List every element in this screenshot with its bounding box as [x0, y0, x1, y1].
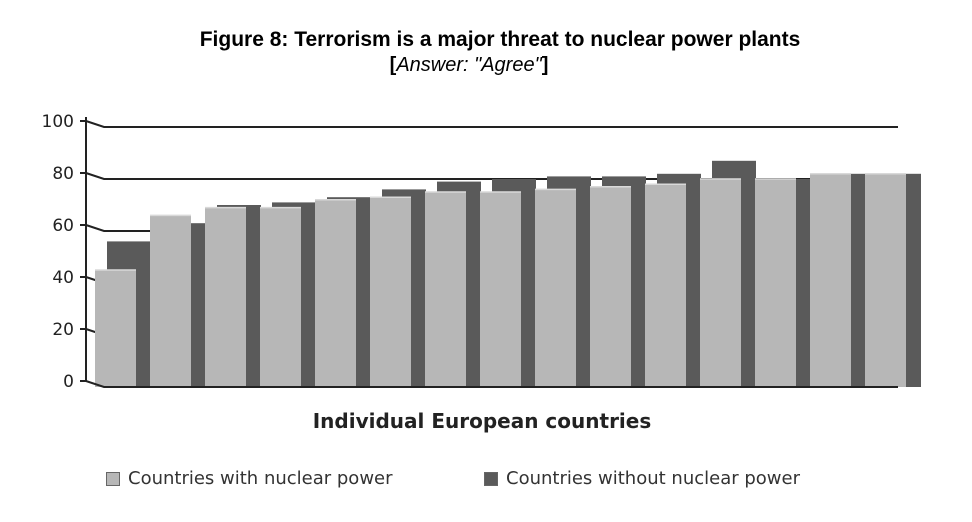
- bar-chart: 0 20 40 60 80 100 Individual European countri…: [42, 112, 921, 433]
- legend-item-with-nuclear: Countries with nuclear power: [106, 468, 393, 489]
- legend: Countries with nuclear power Countries w…: [0, 468, 972, 494]
- bar-with-nuclear-14: [810, 173, 851, 387]
- bar-group-9: [535, 176, 591, 387]
- subtitle-close-bracket: ]: [541, 54, 549, 76]
- bar-with-nuclear-4: [260, 207, 301, 387]
- y-tick-label-0: 0: [63, 372, 74, 392]
- y-tick-label-20: 20: [52, 320, 74, 340]
- x-axis-label: Individual European countries: [313, 409, 652, 433]
- subtitle-open-bracket: [: [389, 54, 397, 76]
- bar-group-3: [205, 205, 261, 387]
- bar-group-1: [95, 241, 151, 387]
- y-tick-label-60: 60: [52, 216, 74, 236]
- bar-group-4: [260, 202, 316, 387]
- y-tick-label-40: 40: [52, 268, 74, 288]
- bar-with-nuclear-9: [535, 189, 576, 387]
- y-tick-label-100: 100: [42, 112, 74, 132]
- bar-group-13: [755, 178, 811, 387]
- legend-swatch-with-nuclear: [106, 471, 120, 486]
- legend-swatch-without-nuclear: [484, 471, 498, 486]
- bar-with-nuclear-8: [480, 192, 521, 387]
- bar-with-nuclear-2: [150, 215, 191, 387]
- bar-with-nuclear-1: [95, 270, 136, 387]
- legend-label-without-nuclear: Countries without nuclear power: [506, 468, 800, 489]
- chart-subtitle: [Answer: "Agree"]: [0, 54, 938, 77]
- gridline-80: [85, 172, 898, 180]
- gridline-100: [85, 120, 898, 128]
- x-axis-line: [85, 380, 898, 388]
- bar-with-nuclear-13: [755, 179, 796, 387]
- bar-group-15: [865, 173, 921, 387]
- chart-title: Figure 8: Terrorism is a major threat to…: [199, 28, 801, 51]
- subtitle-answer: Answer: "Agree": [396, 54, 542, 76]
- y-tick-label-80: 80: [52, 164, 74, 184]
- bar-with-nuclear-3: [205, 207, 246, 387]
- legend-label-with-nuclear: Countries with nuclear power: [128, 468, 393, 489]
- bars-layer: [95, 160, 921, 387]
- bar-with-nuclear-7: [425, 192, 466, 387]
- bar-group-7: [425, 181, 481, 387]
- bar-group-14: [810, 173, 866, 387]
- bar-group-2: [150, 214, 206, 387]
- legend-item-without-nuclear: Countries without nuclear power: [484, 468, 800, 489]
- bar-group-11: [645, 173, 701, 387]
- bar-group-12: [700, 160, 756, 387]
- bar-with-nuclear-10: [590, 186, 631, 387]
- bar-with-nuclear-12: [700, 179, 741, 387]
- bar-with-nuclear-6: [370, 197, 411, 387]
- bar-group-6: [370, 189, 426, 387]
- bar-group-5: [315, 197, 371, 387]
- bar-with-nuclear-5: [315, 199, 356, 387]
- bar-group-8: [480, 179, 536, 387]
- bar-with-nuclear-15: [865, 173, 906, 387]
- bar-with-nuclear-11: [645, 184, 686, 387]
- axis-layer: 0 20 40 60 80 100: [42, 112, 898, 392]
- bar-group-10: [590, 176, 646, 387]
